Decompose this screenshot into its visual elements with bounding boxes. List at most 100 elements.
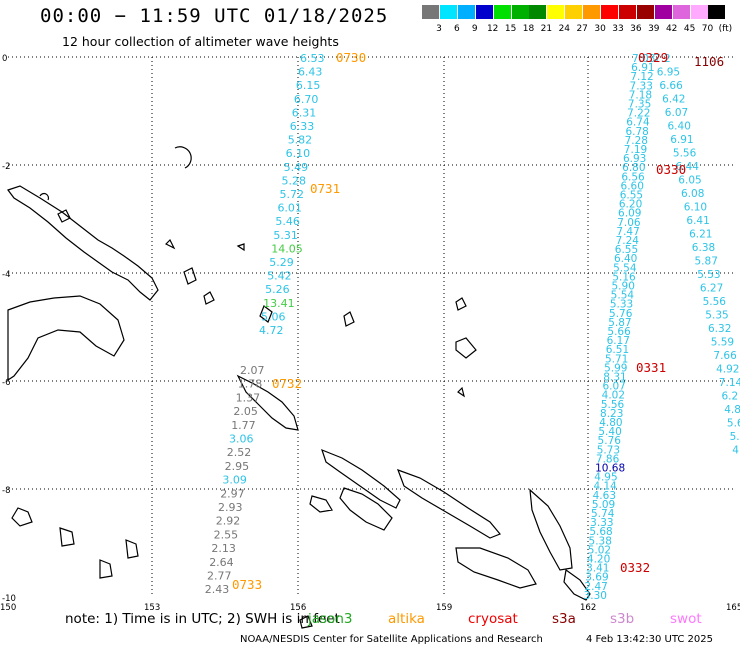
wave-height-label: 2.52	[227, 446, 252, 459]
island-small-12	[236, 243, 245, 252]
wave-height-label: 4	[732, 445, 739, 457]
wave-height-label: 6.38	[692, 242, 715, 254]
wave-height-label: 6.51	[606, 344, 629, 356]
land-outlines	[7, 146, 591, 629]
wave-height-label: 2.13	[211, 542, 236, 555]
scale-swatch	[583, 5, 601, 19]
wave-height-label: 3.09	[222, 474, 247, 487]
wave-height-label: 5.6	[727, 418, 740, 430]
scale-tick: 45	[683, 24, 696, 34]
lon-label: 165	[726, 603, 740, 613]
wave-height-label: 2.95	[225, 460, 250, 473]
wave-height-label: 2.47	[584, 581, 607, 593]
satellite-jason3: jason3	[308, 611, 353, 627]
scale-swatch	[439, 5, 457, 19]
wave-height-label: 5.	[730, 431, 740, 443]
pass-time-label: 0329	[638, 50, 668, 65]
wave-height-label: 6.07	[665, 107, 688, 119]
wave-height-label: 7.12	[630, 71, 653, 83]
wave-height-label: 6.95	[657, 67, 680, 79]
pass-time-label: 0332	[620, 560, 650, 575]
scale-tick: 21	[540, 24, 553, 34]
wave-height-label: 5.56	[673, 148, 697, 160]
scale-unit: (ft)	[718, 24, 733, 34]
wave-height-label: 7.28	[625, 135, 648, 147]
wave-height-label: 3.30	[584, 590, 607, 602]
wave-height-label: 6.91	[631, 62, 654, 74]
wave-height-label: 6.60	[621, 180, 644, 192]
wave-height-label: 6.10	[286, 147, 311, 160]
wave-height-label: 6.91	[670, 134, 693, 146]
wave-height-label: 6.21	[689, 229, 712, 241]
island-santa-isabel	[396, 468, 501, 539]
scale-tick: 70	[701, 24, 714, 34]
footnote: note: 1) Time is in UTC; 2) SWH is in fe…	[65, 611, 340, 627]
pass-time-label: 0330	[656, 162, 686, 177]
wave-height-label: 4.8	[724, 404, 740, 416]
wave-height-label: 5.31	[273, 229, 298, 242]
wave-height-label: 2.97	[220, 487, 245, 500]
lon-label: 153	[144, 603, 160, 613]
wave-height-label: 6.32	[708, 323, 731, 335]
wave-height-label: 4.14	[593, 481, 617, 493]
wave-height-label: 1.77	[231, 419, 256, 432]
scale-tick: 12	[486, 24, 499, 34]
wave-height-label: 5.72	[280, 188, 305, 201]
lat-label: -6	[2, 378, 10, 388]
wave-height-label: 6.08	[681, 188, 704, 200]
satellite-s3a: s3a	[552, 611, 576, 627]
pass-time-labels: 0730 0731 0732 0733 0329 1106 0330 0331 0332	[232, 50, 724, 592]
wave-height-label: 2.64	[209, 556, 234, 569]
wave-height-label: 13.41	[263, 297, 295, 310]
wave-height-label: 2.92	[216, 515, 241, 528]
map-grid	[8, 56, 734, 597]
wave-height-label: 6.27	[700, 283, 723, 295]
pass-time-label: 0733	[232, 577, 262, 592]
wave-height-label: 5.76	[598, 435, 622, 447]
wave-height-label: 7.24	[616, 235, 640, 247]
island-small-6	[203, 291, 215, 305]
wave-height-label: 5.54	[613, 262, 637, 274]
pass-time-label: 1106	[694, 54, 724, 69]
scale-tick: 33	[612, 24, 624, 34]
wave-height-label: 5.40	[598, 426, 621, 438]
scale-swatch	[457, 5, 475, 19]
wave-height-label: 7.33	[630, 80, 653, 92]
wave-height-label: 5.02	[588, 544, 611, 556]
island-small-8	[343, 311, 355, 327]
island-makira	[563, 568, 591, 601]
pass-time-label: 0730	[336, 50, 366, 65]
wave-height-label: 1.78	[238, 378, 262, 391]
scale-tick: 15	[504, 24, 517, 34]
wave-height-label: 2.07	[240, 364, 265, 377]
wave-height-label: 2.93	[218, 501, 243, 514]
island-choiseul	[321, 448, 401, 509]
wave-height-label: 5.56	[601, 399, 625, 411]
wave-height-label: 6.15	[296, 79, 321, 92]
scale-swatch	[422, 5, 439, 19]
scale-swatch	[654, 5, 672, 19]
wave-height-label: 5.38	[589, 535, 612, 547]
island-small-11	[457, 386, 465, 398]
scale-tick: 42	[665, 24, 678, 34]
wave-height-label: 3.41	[586, 563, 609, 575]
island-new-ireland	[7, 185, 159, 301]
wave-height-label: 6.66	[659, 80, 683, 92]
wave-height-label: 5.74	[591, 508, 615, 520]
wave-height-label: 4.02	[602, 390, 625, 402]
wave-height-label: 7.86	[596, 453, 620, 465]
scale-swatch	[636, 5, 654, 19]
page-subtitle: 12 hour collection of altimeter wave hei…	[62, 34, 339, 49]
wave-height-label: 5.09	[592, 499, 615, 511]
island-small-5	[183, 267, 197, 285]
wave-height-label: 4.20	[587, 554, 610, 566]
wave-height-label: 5.56	[703, 296, 727, 308]
wave-height-label: 5.59	[711, 337, 734, 349]
scale-swatch	[493, 5, 511, 19]
lat-label: -8	[2, 486, 10, 496]
lat-label: -2	[2, 162, 10, 172]
scale-tick: 27	[576, 24, 588, 34]
wave-height-label: 6.55	[615, 244, 638, 256]
